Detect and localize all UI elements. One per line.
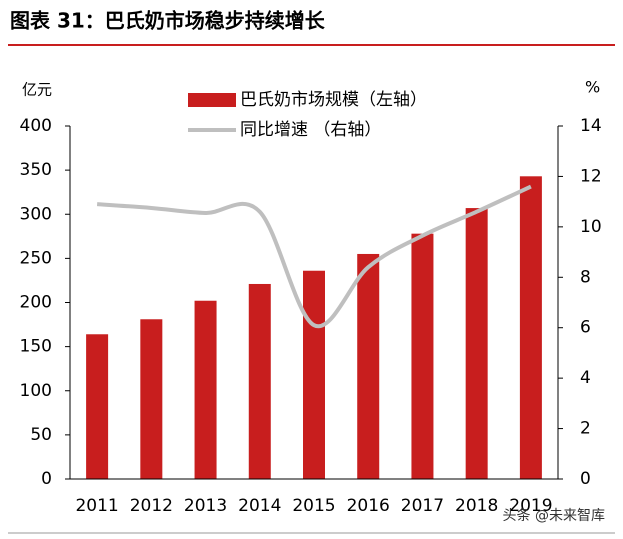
bar xyxy=(140,319,163,479)
bar xyxy=(194,300,217,479)
line xyxy=(96,184,532,329)
x-tick-label: 2013 xyxy=(184,496,227,516)
y-tick-label: 400 xyxy=(20,116,52,136)
bar xyxy=(303,270,325,479)
x-tick-label: 2019 xyxy=(509,496,552,516)
y2-tick-label: 6 xyxy=(580,318,591,338)
y-tick-label: 100 xyxy=(20,381,52,401)
y2-tick-label: 8 xyxy=(580,267,591,287)
y-tick-label: 300 xyxy=(20,204,52,224)
legend-swatch xyxy=(188,93,236,107)
bar xyxy=(411,233,434,479)
y2-tick-label: 2 xyxy=(580,419,591,439)
y2-tick-label: 10 xyxy=(580,217,602,237)
y-tick-label: 0 xyxy=(41,469,52,489)
y-tick-label: 250 xyxy=(20,248,52,268)
legend-label: 同比增速 （右轴） xyxy=(240,120,381,140)
y-tick-label: 350 xyxy=(20,160,52,180)
bar xyxy=(248,283,271,479)
x-tick-label: 2018 xyxy=(455,496,498,516)
watermark: 头条 @未来智库 xyxy=(503,507,605,524)
bar xyxy=(357,253,380,479)
y2-tick-label: 12 xyxy=(580,166,602,186)
bar xyxy=(86,334,109,479)
x-tick-label: 2012 xyxy=(130,496,173,516)
x-tick-label: 2014 xyxy=(238,496,281,516)
x-tick-label: 2016 xyxy=(347,496,390,516)
y-tick-label: 200 xyxy=(20,293,52,313)
y2-tick-label: 14 xyxy=(580,116,602,136)
chart-title: 图表 31：巴氏奶市场稳步持续增长 xyxy=(10,9,326,33)
y-tick-label: 150 xyxy=(20,337,52,357)
x-tick-label: 2017 xyxy=(401,496,444,516)
x-tick-label: 2015 xyxy=(292,496,335,516)
y-axis-label: 亿元 xyxy=(22,81,52,99)
y-tick-label: 50 xyxy=(30,425,52,445)
y2-tick-label: 4 xyxy=(580,368,591,388)
bar xyxy=(519,176,542,480)
y2-axis-label: % xyxy=(585,78,600,97)
bar xyxy=(465,208,488,479)
y2-tick-label: 0 xyxy=(580,469,591,489)
x-tick-label: 2011 xyxy=(75,496,118,516)
legend-label: 巴氏奶市场规模（左轴） xyxy=(240,90,427,110)
